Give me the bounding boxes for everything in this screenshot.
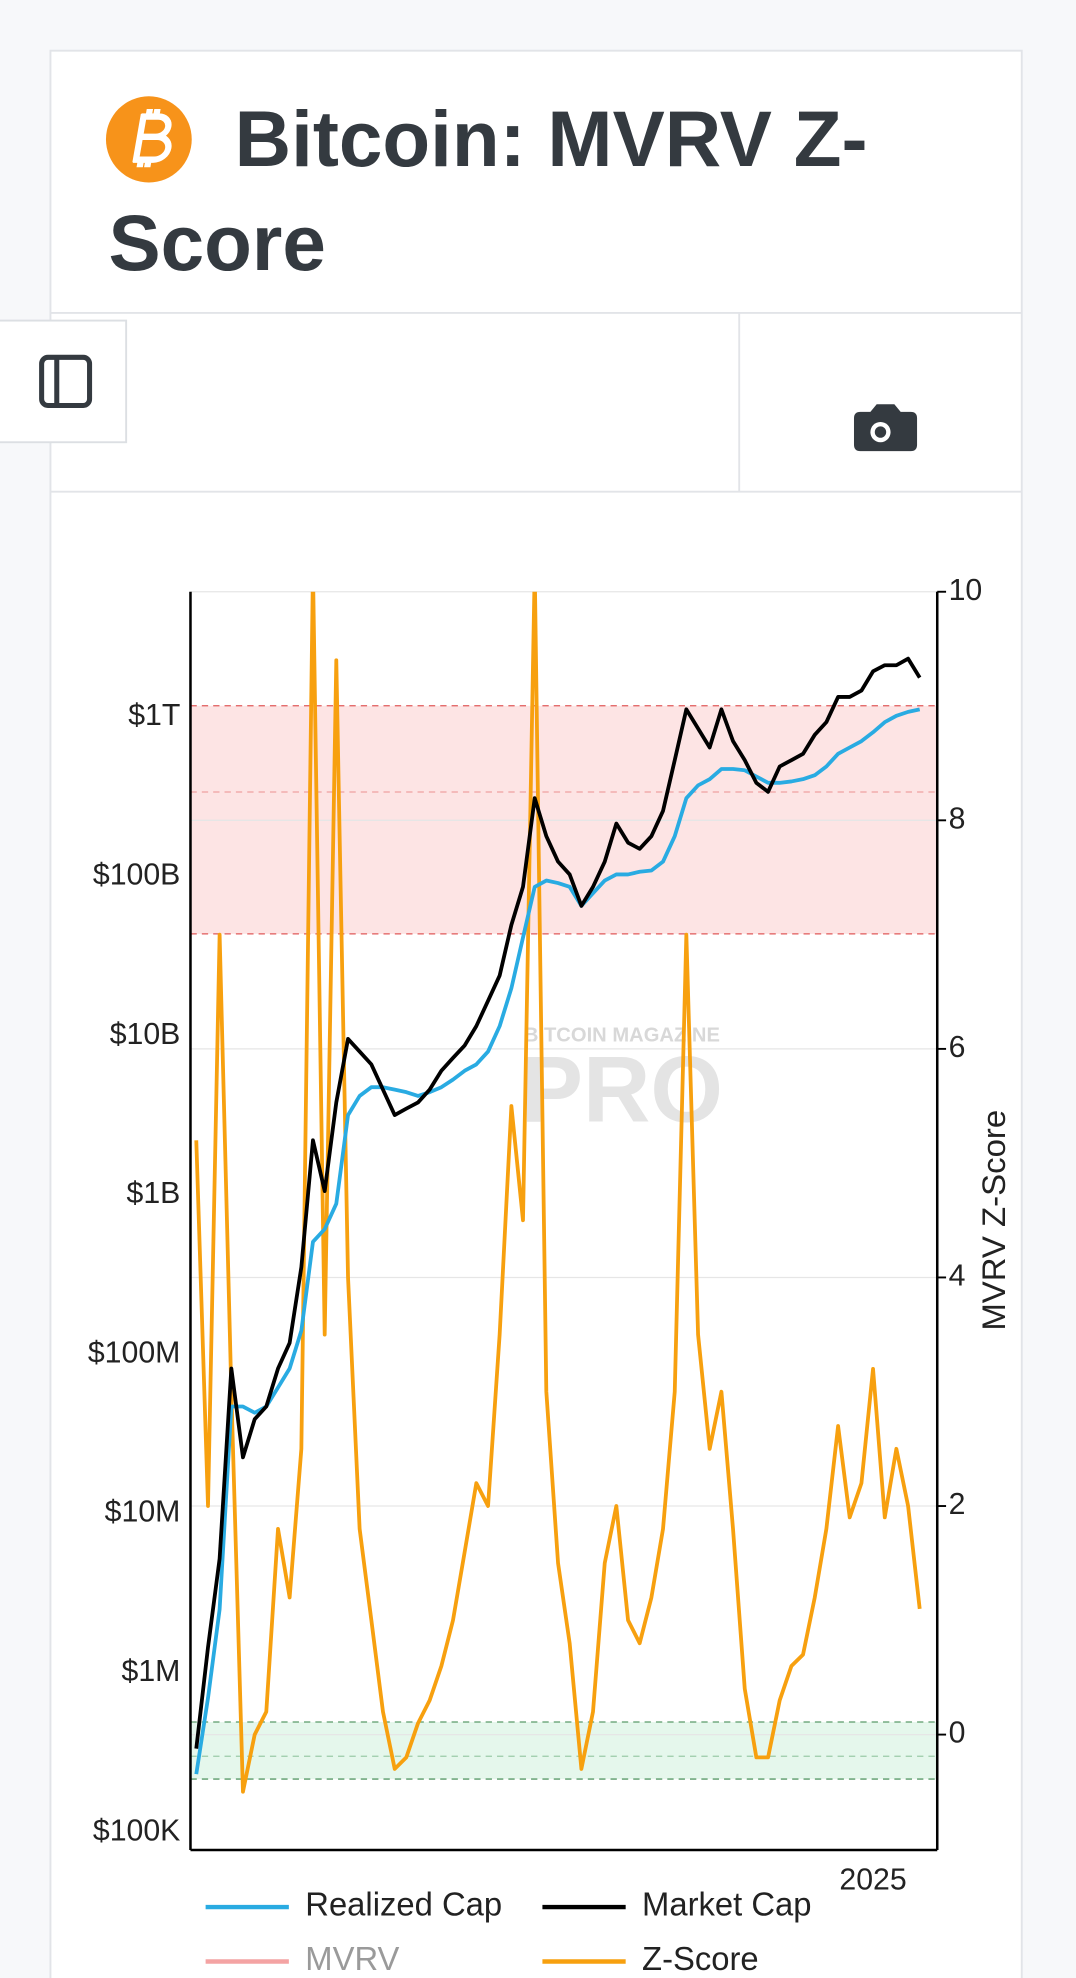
title-box: Bitcoin: MVRV Z-Score — [108, 96, 868, 288]
y2-tick-label: 0 — [949, 1717, 966, 1750]
y-tick-label: $100K — [93, 1814, 181, 1847]
axes: $100K $1M $10M $100M $1B $10B $100B $1T 0 2 4 6 8 10 2… — [88, 574, 982, 1897]
y2-tick-label: 10 — [949, 574, 983, 607]
series-line — [194, 591, 922, 1794]
y2-tick-label: 2 — [949, 1488, 966, 1521]
sidebar-toggle[interactable] — [0, 319, 128, 444]
series-line — [194, 707, 921, 1775]
y-tick-label: $100M — [88, 1336, 181, 1369]
camera-lens-inner — [874, 426, 887, 438]
y-tick-label: $100B — [93, 858, 181, 891]
legend-label: Z-Score — [642, 1940, 759, 1977]
watermark-top: BITCOIN MAGAZINE — [524, 1025, 720, 1047]
y-tick-label: $10B — [110, 1018, 181, 1051]
series-line — [194, 656, 922, 1749]
y2-tick-label: 6 — [949, 1031, 966, 1064]
y-tick-label: $1T — [128, 699, 180, 732]
y-tick-label: $10M — [105, 1496, 181, 1529]
camera-button[interactable] — [853, 404, 918, 452]
x-tick-label: 2025 — [839, 1864, 906, 1897]
y2-tick-label: 4 — [949, 1259, 966, 1292]
plot-lines — [194, 591, 922, 1794]
legend: Realized Cap Market Cap MVRV Z-Score — [205, 1886, 812, 1977]
legend-label: Realized Cap — [305, 1886, 502, 1923]
card — [49, 49, 1023, 1978]
undervalued-zone — [190, 1722, 938, 1780]
bitcoin-glyph — [132, 108, 172, 168]
y-tick-label: $1M — [122, 1655, 181, 1688]
title: Bitcoin: MVRV Z-Score — [108, 96, 868, 288]
y2-tick-label: 8 — [949, 802, 966, 835]
legend-label: MVRV — [305, 1940, 399, 1977]
legend-label: Market Cap — [642, 1886, 811, 1923]
y-tick-label: $1B — [127, 1177, 181, 1210]
y2-axis-title: MVRV Z-Score — [975, 1110, 1012, 1331]
sidebar-icon — [39, 354, 93, 409]
